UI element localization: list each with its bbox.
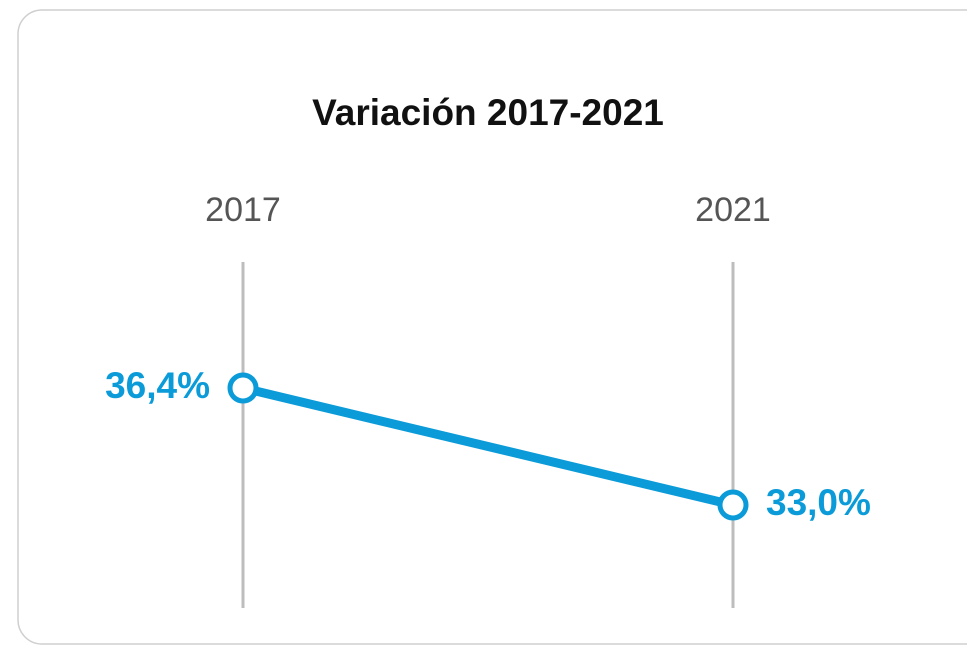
line: [238, 383, 738, 510]
x-tick-label: 2021: [695, 191, 771, 229]
value-label: 36,4%: [105, 365, 210, 406]
chart-title: Variación 2017-2021: [312, 92, 664, 133]
point: [227, 372, 259, 404]
value-label: 33,0%: [766, 482, 871, 523]
x-tick-label: 2017: [205, 191, 281, 229]
point: [717, 489, 749, 521]
card: [17, 9, 967, 645]
